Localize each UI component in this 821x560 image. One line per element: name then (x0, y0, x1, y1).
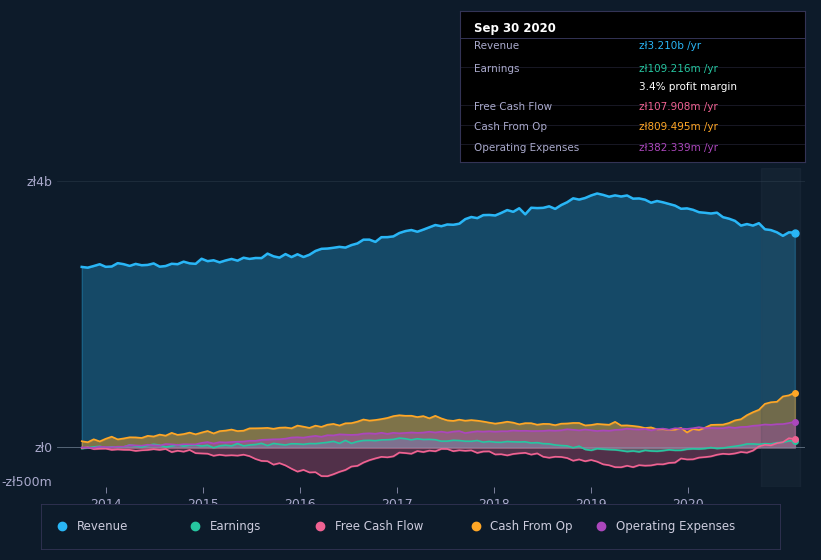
Text: Operating Expenses: Operating Expenses (474, 143, 579, 153)
Text: zł107.908m /yr: zł107.908m /yr (639, 102, 718, 112)
Text: Revenue: Revenue (76, 520, 128, 533)
Text: Operating Expenses: Operating Expenses (616, 520, 735, 533)
Text: zł809.495m /yr: zł809.495m /yr (639, 122, 718, 132)
Text: zł3.210b /yr: zł3.210b /yr (639, 41, 701, 52)
Text: Free Cash Flow: Free Cash Flow (474, 102, 552, 112)
Text: Earnings: Earnings (474, 64, 519, 74)
Text: zł382.339m /yr: zł382.339m /yr (639, 143, 718, 153)
Text: Earnings: Earnings (209, 520, 261, 533)
Text: Revenue: Revenue (474, 41, 519, 52)
Text: 3.4% profit margin: 3.4% profit margin (639, 82, 737, 92)
Text: Cash From Op: Cash From Op (490, 520, 573, 533)
Bar (761, 168, 800, 487)
Text: zł109.216m /yr: zł109.216m /yr (639, 64, 718, 74)
Text: Free Cash Flow: Free Cash Flow (335, 520, 424, 533)
Text: Sep 30 2020: Sep 30 2020 (474, 22, 556, 35)
Text: Cash From Op: Cash From Op (474, 122, 547, 132)
